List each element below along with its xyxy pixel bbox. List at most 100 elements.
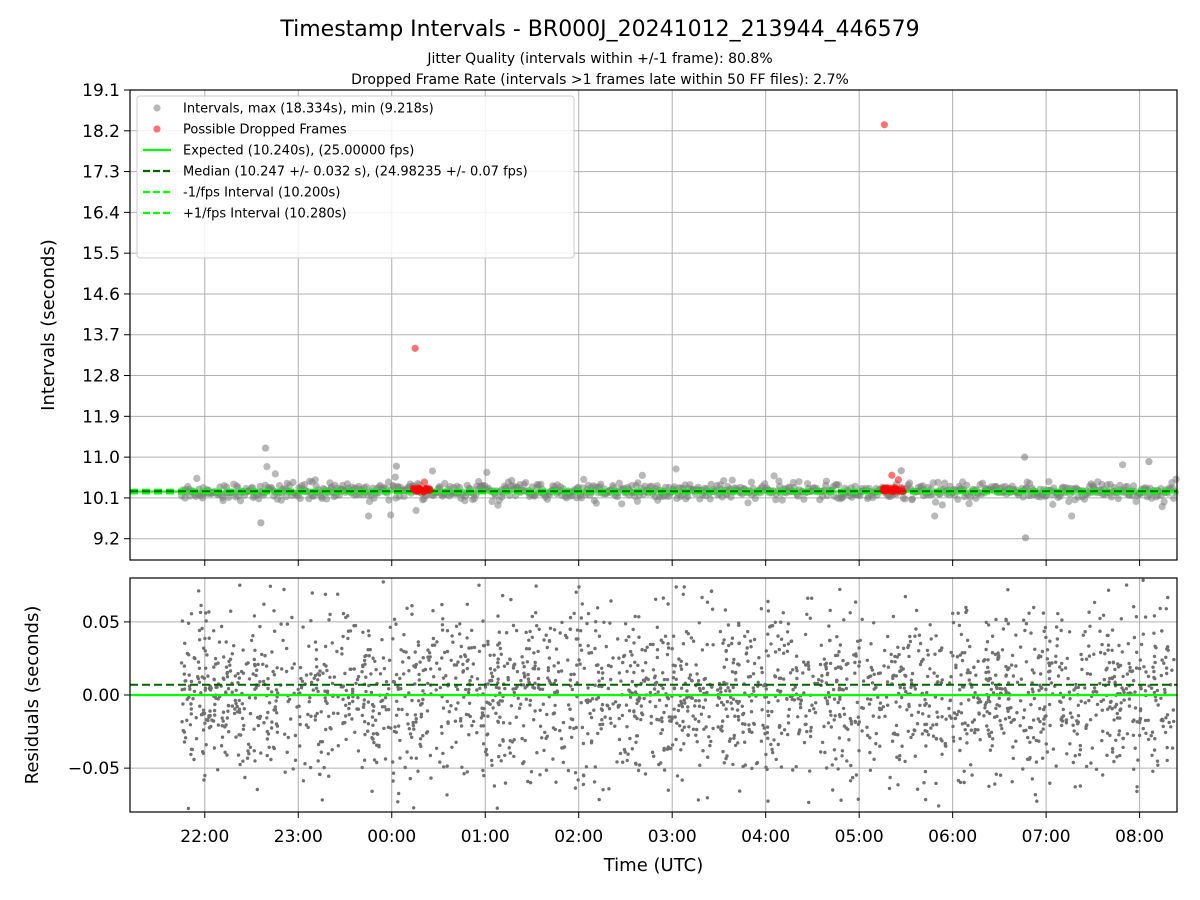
residual-point [1132, 605, 1136, 609]
residual-point [1098, 616, 1102, 621]
residual-point [856, 722, 861, 726]
residual-point [633, 660, 637, 664]
x-tick-label: 05:00 [835, 827, 884, 847]
residual-point [410, 612, 414, 616]
residual-point [601, 788, 605, 792]
residual-point [417, 672, 421, 677]
residual-point [323, 592, 328, 596]
residual-point [301, 625, 305, 629]
residual-point [653, 681, 658, 686]
residual-point [438, 685, 443, 690]
residual-point [503, 753, 507, 757]
residual-point [1160, 658, 1164, 662]
residual-point [441, 751, 445, 756]
residual-point [974, 673, 978, 677]
residual-point [1014, 664, 1018, 668]
residual-point [1079, 699, 1083, 703]
residual-point [594, 663, 599, 667]
residual-point [958, 688, 962, 692]
residual-point [207, 726, 212, 730]
residual-point [883, 648, 887, 653]
residual-point [628, 736, 632, 741]
residual-point [1150, 753, 1154, 757]
residual-point [787, 707, 791, 712]
residual-point [759, 739, 764, 743]
residual-point [1100, 642, 1104, 647]
residual-point [465, 659, 469, 663]
residual-point [920, 732, 925, 736]
residual-point [371, 737, 375, 741]
residual-point [967, 698, 971, 702]
residual-point [813, 710, 818, 715]
residual-point [261, 679, 266, 684]
residual-point [1001, 627, 1006, 631]
residual-point [834, 680, 839, 684]
residual-point [675, 774, 680, 778]
residual-point [455, 687, 460, 692]
interval-point [634, 479, 642, 487]
residual-point [361, 664, 365, 669]
residual-point [256, 715, 260, 720]
residual-point [538, 773, 542, 777]
residual-point [679, 701, 684, 706]
residual-point [786, 642, 791, 646]
residual-point [1135, 650, 1139, 654]
residual-point [672, 670, 676, 674]
residual-point [1068, 697, 1072, 701]
residual-point [908, 639, 913, 644]
residual-point [320, 798, 324, 802]
residual-point [255, 668, 259, 672]
residual-point [1138, 720, 1142, 725]
residual-point [1003, 717, 1008, 721]
interval-point [392, 462, 401, 470]
residual-point [764, 687, 768, 691]
residual-point [923, 769, 928, 774]
residual-point [381, 656, 386, 660]
residual-point [534, 584, 538, 588]
residual-point [705, 796, 710, 800]
residual-point [189, 707, 193, 711]
residual-point [418, 742, 422, 746]
interval-point [1172, 475, 1180, 483]
residual-point [492, 653, 496, 657]
residual-point [281, 638, 285, 643]
residual-point [235, 704, 239, 709]
residual-point [470, 675, 474, 679]
residual-point [680, 728, 684, 732]
residual-point [594, 629, 598, 633]
residual-point [184, 679, 188, 683]
residual-point [834, 666, 838, 671]
residual-point [477, 583, 481, 587]
residual-point [298, 665, 303, 670]
residual-point [829, 713, 833, 717]
residual-point [521, 724, 526, 728]
residual-point [246, 749, 250, 753]
residual-point [378, 672, 383, 676]
residual-point [219, 624, 224, 629]
residual-point [655, 648, 660, 652]
residual-point [470, 628, 474, 633]
residual-point [352, 667, 356, 671]
residual-point [240, 716, 245, 721]
residual-point [315, 711, 319, 716]
y-tick-label: 9.2 [93, 530, 120, 550]
residual-point [609, 664, 613, 669]
residual-point [865, 725, 869, 729]
residual-point [640, 711, 644, 715]
residual-point [861, 679, 866, 683]
residual-point [751, 686, 755, 690]
residual-point [1165, 745, 1169, 750]
residual-point [563, 633, 568, 638]
residual-point [246, 661, 250, 665]
residual-point [782, 677, 786, 681]
residual-point [960, 722, 965, 726]
residual-point [271, 669, 275, 674]
residual-point [887, 786, 892, 791]
interval-point [772, 496, 780, 504]
residual-point [438, 760, 442, 764]
residual-point [709, 589, 714, 594]
residual-point [548, 626, 553, 630]
residual-point [795, 669, 799, 673]
residual-point [1076, 714, 1081, 718]
residual-point [984, 700, 989, 705]
